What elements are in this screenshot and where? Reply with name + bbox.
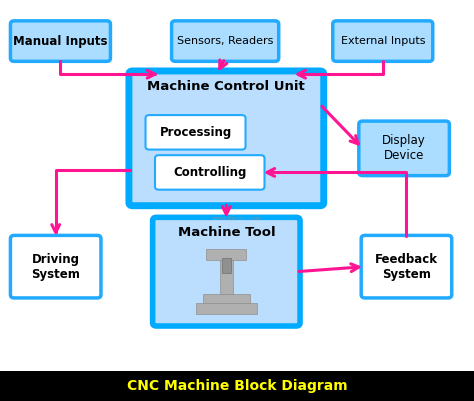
FancyBboxPatch shape [195,303,257,314]
Text: CNC Machine Block Diagram: CNC Machine Block Diagram [127,379,347,393]
FancyBboxPatch shape [333,21,433,61]
Text: Display
Device: Display Device [382,134,426,162]
FancyBboxPatch shape [0,371,474,401]
FancyBboxPatch shape [10,21,110,61]
FancyBboxPatch shape [359,121,449,176]
Text: Driving
System: Driving System [31,253,80,281]
FancyBboxPatch shape [219,260,233,294]
Text: External Inputs: External Inputs [340,36,425,46]
Text: www.flecko.com: www.flecko.com [211,216,263,221]
Text: Machine Tool: Machine Tool [178,226,275,239]
Text: Controlling: Controlling [173,166,246,179]
FancyBboxPatch shape [172,21,279,61]
FancyBboxPatch shape [361,235,452,298]
FancyBboxPatch shape [10,235,101,298]
FancyBboxPatch shape [222,258,231,273]
Text: Manual Inputs: Manual Inputs [13,34,108,48]
Text: Machine Control Unit: Machine Control Unit [147,80,305,93]
FancyBboxPatch shape [155,155,264,190]
FancyBboxPatch shape [129,71,324,206]
FancyBboxPatch shape [146,115,246,150]
FancyBboxPatch shape [203,294,250,303]
FancyBboxPatch shape [206,249,246,260]
Text: Sensors, Readers: Sensors, Readers [177,36,273,46]
FancyBboxPatch shape [153,217,300,326]
Text: Feedback
System: Feedback System [375,253,438,281]
Text: Processing: Processing [159,126,232,139]
